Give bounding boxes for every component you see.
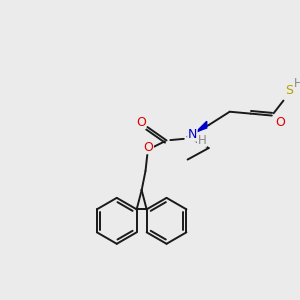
Text: N: N xyxy=(188,128,197,141)
Text: O: O xyxy=(143,141,153,154)
Polygon shape xyxy=(196,121,207,132)
Text: H: H xyxy=(294,77,300,91)
Text: O: O xyxy=(136,116,146,129)
Text: S: S xyxy=(285,84,293,97)
Text: O: O xyxy=(275,116,285,129)
Text: H: H xyxy=(198,134,206,147)
